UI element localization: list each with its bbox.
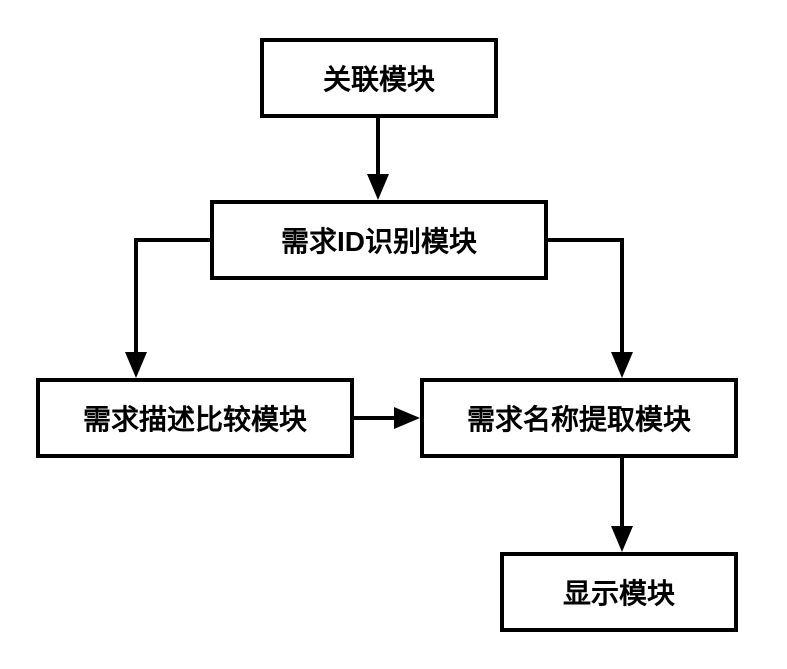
arrowhead-icon bbox=[394, 407, 420, 429]
arrowhead-icon bbox=[125, 352, 147, 378]
flowchart-node-n5: 显示模块 bbox=[500, 552, 738, 632]
flowchart-node-n2: 需求ID识别模块 bbox=[210, 200, 548, 280]
flowchart-node-label: 显示模块 bbox=[563, 572, 675, 612]
flowchart-node-label: 需求描述比较模块 bbox=[83, 398, 307, 438]
flowchart-node-label: 需求ID识别模块 bbox=[281, 220, 477, 260]
flowchart-node-label: 关联模块 bbox=[323, 58, 435, 98]
arrowhead-icon bbox=[611, 526, 633, 552]
flowchart-node-label: 需求名称提取模块 bbox=[467, 398, 691, 438]
flowchart-node-n1: 关联模块 bbox=[260, 38, 498, 118]
flowchart-edge-n2-n3 bbox=[136, 240, 210, 354]
flowchart-node-n4: 需求名称提取模块 bbox=[420, 378, 738, 458]
arrowhead-icon bbox=[611, 352, 633, 378]
flowchart-edge-n2-n4 bbox=[548, 240, 622, 354]
arrowhead-icon bbox=[367, 174, 389, 200]
flowchart-node-n3: 需求描述比较模块 bbox=[36, 378, 354, 458]
